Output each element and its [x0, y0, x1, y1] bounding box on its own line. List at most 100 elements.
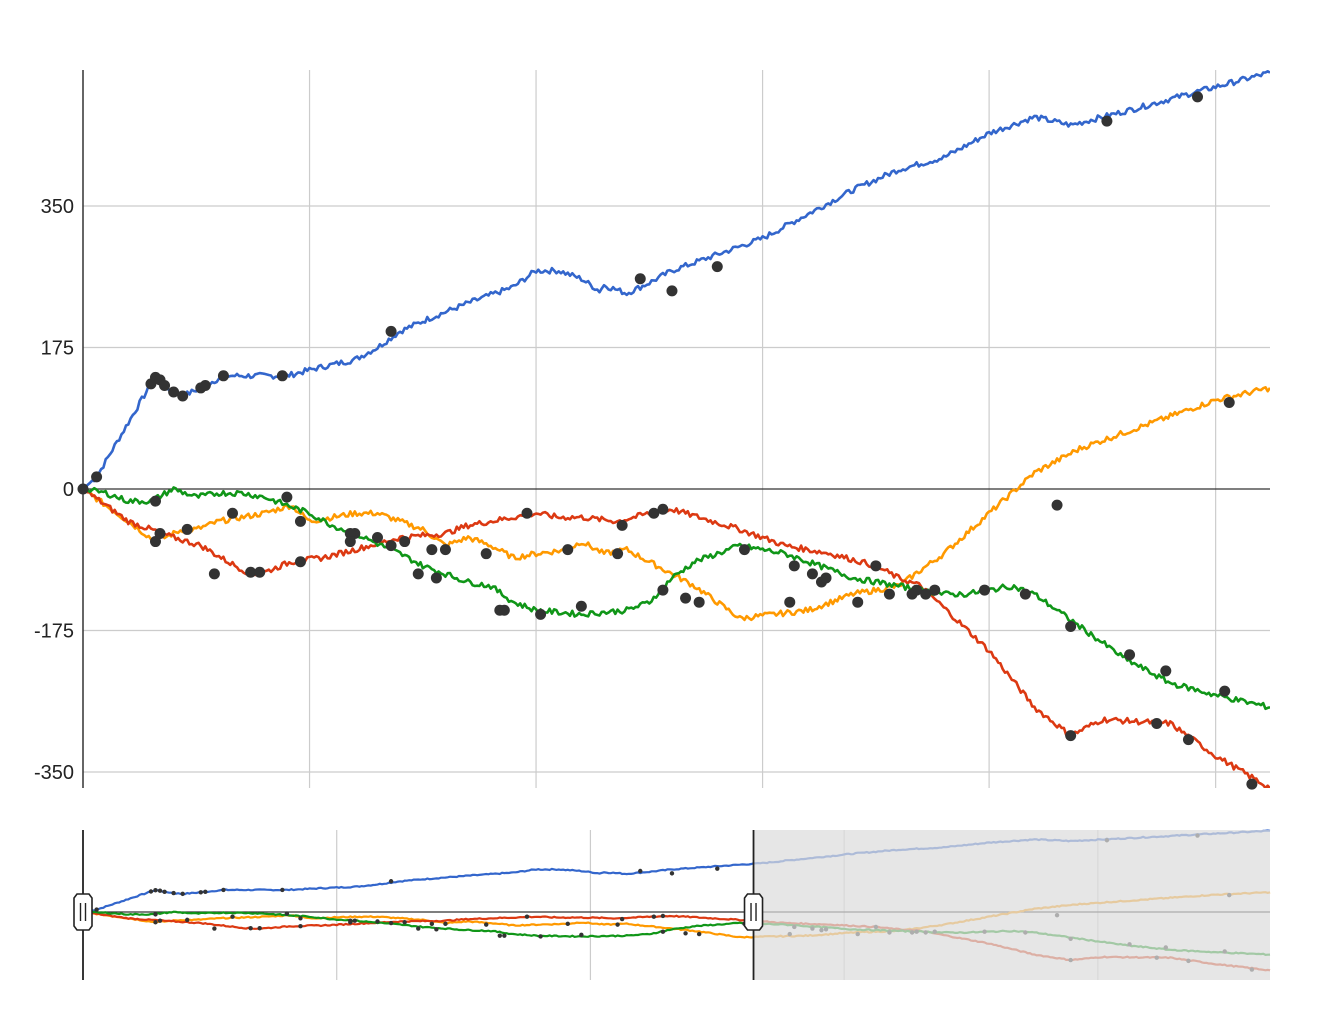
- y-tick-label: -175: [34, 621, 74, 643]
- series-line: [83, 487, 1270, 788]
- navigator-point-marker: [185, 917, 190, 923]
- data-point-marker: [439, 544, 451, 556]
- data-point-marker: [430, 572, 442, 584]
- data-point-marker: [612, 548, 624, 560]
- navigator-point-marker: [619, 916, 625, 922]
- navigator-point-marker: [696, 931, 702, 937]
- data-point-marker: [1219, 685, 1231, 697]
- navigator-point-marker: [352, 918, 358, 923]
- navigator-point-marker: [180, 891, 185, 897]
- data-point-marker: [168, 386, 180, 398]
- main-plot-area: 350 175 0 -175 -350: [34, 70, 1270, 790]
- data-point-marker: [883, 588, 895, 600]
- navigator-point-marker: [221, 887, 226, 893]
- data-point-marker: [820, 572, 832, 584]
- data-point-marker: [616, 519, 628, 531]
- navigator-point-marker: [298, 923, 303, 929]
- navigator-point-marker: [257, 926, 262, 931]
- data-point-marker: [1192, 91, 1204, 103]
- navigator-point-marker: [565, 921, 570, 927]
- data-point-marker: [870, 560, 882, 572]
- data-point-marker: [91, 471, 103, 483]
- data-point-marker: [648, 507, 660, 519]
- data-point-marker: [371, 532, 383, 544]
- navigator-point-marker: [348, 920, 353, 925]
- data-point-marker: [77, 483, 89, 495]
- data-point-marker: [693, 596, 705, 608]
- navigator-point-marker: [638, 868, 643, 874]
- navigator-right-handle[interactable]: [743, 893, 764, 931]
- navigator-point-marker: [388, 920, 394, 926]
- data-point-marker: [784, 596, 796, 608]
- navigator-handles[interactable]: [73, 830, 764, 980]
- navigator-point-marker: [148, 889, 154, 894]
- navigator-point-marker: [198, 890, 203, 895]
- data-point-marker: [521, 507, 533, 519]
- data-point-marker: [1182, 734, 1194, 746]
- navigator-point-marker: [683, 931, 688, 936]
- data-point-marker: [1151, 717, 1163, 729]
- data-point-marker: [979, 584, 991, 596]
- data-point-marker: [480, 548, 492, 560]
- data-point-marker: [575, 600, 587, 612]
- navigator-point-marker: [538, 934, 543, 939]
- data-point-marker: [385, 540, 397, 552]
- navigator-point-marker: [153, 912, 158, 917]
- data-point-marker: [154, 527, 166, 539]
- navigator-point-marker: [579, 932, 584, 938]
- main-series-lines: [83, 70, 1270, 788]
- navigator-point-marker: [280, 887, 285, 893]
- navigator-point-marker: [524, 914, 530, 919]
- y-tick-label: 0: [63, 479, 74, 501]
- navigator-point-marker: [651, 914, 657, 919]
- navigator-left-handle[interactable]: [73, 893, 93, 931]
- navigator-point-marker: [715, 866, 720, 871]
- data-point-marker: [1065, 730, 1077, 742]
- data-point-marker: [1124, 649, 1136, 661]
- data-point-marker: [294, 515, 306, 527]
- navigator-point-marker: [298, 916, 303, 921]
- data-point-marker: [920, 588, 932, 600]
- y-tick-label: 350: [41, 196, 74, 218]
- data-point-marker: [276, 370, 288, 382]
- data-point-marker: [1160, 665, 1172, 677]
- data-point-marker: [149, 536, 161, 548]
- navigator-point-marker: [388, 879, 394, 884]
- data-point-marker: [412, 568, 424, 580]
- y-tick-label: 175: [41, 338, 74, 360]
- navigator-point-marker: [484, 922, 489, 927]
- main-point-markers[interactable]: [77, 91, 1258, 790]
- main-axes: [82, 70, 1270, 788]
- navigator-point-marker: [203, 889, 208, 895]
- data-point-marker: [562, 544, 574, 556]
- data-point-marker: [1065, 620, 1077, 632]
- data-point-marker: [911, 584, 923, 596]
- data-point-marker: [738, 544, 750, 556]
- data-point-marker: [254, 566, 266, 578]
- data-point-marker: [177, 390, 189, 402]
- data-point-marker: [657, 584, 669, 596]
- series-line: [83, 385, 1270, 622]
- navigator-point-marker: [660, 913, 666, 919]
- data-point-marker: [680, 592, 692, 604]
- data-point-marker: [788, 560, 800, 572]
- series-line: [83, 70, 1270, 490]
- range-navigator[interactable]: [73, 829, 1271, 980]
- data-point-marker: [711, 261, 723, 273]
- navigator-point-marker: [434, 927, 439, 932]
- data-point-marker: [385, 325, 397, 337]
- navigator-point-marker: [669, 871, 675, 876]
- navigator-point-marker: [157, 888, 163, 893]
- y-axis-ticks: 350 175 0 -175 -350: [34, 196, 74, 784]
- data-point-marker: [344, 527, 356, 539]
- navigator-point-marker: [429, 921, 435, 927]
- data-point-marker: [245, 566, 257, 578]
- navigator-point-marker: [153, 888, 158, 893]
- data-point-marker: [181, 523, 193, 535]
- data-point-marker: [1246, 778, 1258, 790]
- navigator-point-marker: [416, 926, 421, 931]
- navigator-point-marker: [212, 926, 217, 931]
- data-point-marker: [227, 507, 239, 519]
- data-point-marker: [666, 285, 678, 297]
- data-point-marker: [149, 495, 161, 507]
